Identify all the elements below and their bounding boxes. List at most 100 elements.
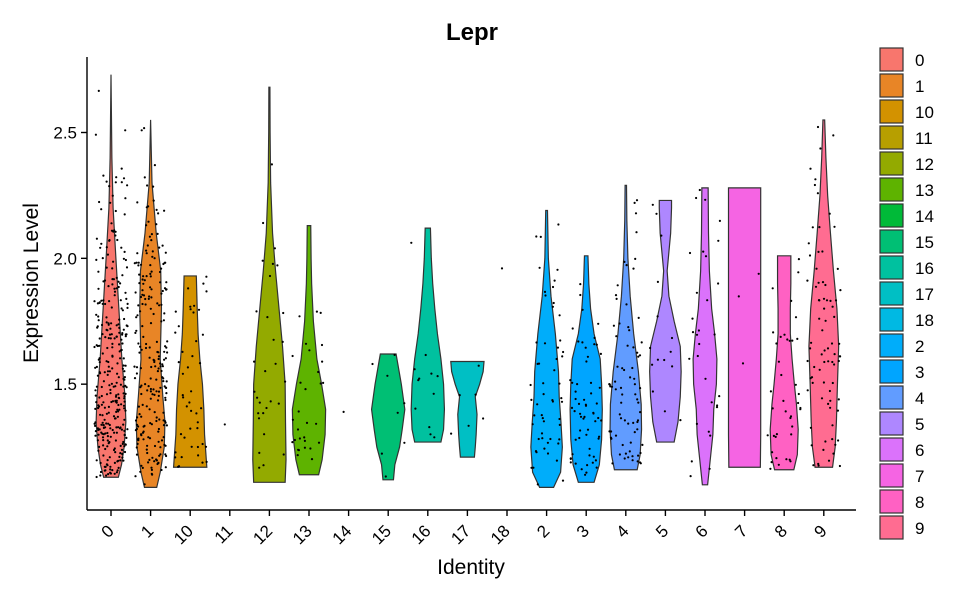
data-point [542, 382, 545, 385]
data-point [145, 249, 148, 252]
data-point [139, 345, 142, 348]
data-point [106, 459, 109, 462]
data-point [142, 335, 145, 338]
data-point [611, 462, 614, 465]
data-point [592, 412, 595, 415]
data-point [177, 325, 180, 328]
data-point [838, 342, 841, 345]
data-point [585, 433, 588, 436]
data-point [104, 469, 107, 472]
data-point [106, 346, 109, 350]
legend-label-1: 1 [915, 77, 924, 96]
data-point [148, 295, 151, 298]
data-point [124, 392, 127, 395]
data-point [126, 306, 129, 309]
data-point [100, 242, 103, 245]
data-point [100, 403, 103, 406]
data-point [152, 185, 155, 188]
data-point [540, 432, 544, 435]
data-point [636, 420, 639, 424]
data-point [103, 406, 106, 409]
data-point [107, 442, 110, 445]
data-point [95, 385, 98, 388]
data-point [631, 366, 634, 370]
data-point [161, 363, 164, 366]
data-point [818, 299, 821, 302]
data-point [138, 351, 141, 354]
data-point [797, 401, 800, 405]
data-point [109, 392, 112, 395]
data-point [276, 264, 279, 267]
data-point [152, 199, 155, 202]
data-point [615, 297, 618, 300]
data-point [633, 383, 637, 386]
data-point [594, 420, 597, 423]
data-point [574, 397, 577, 401]
data-point [94, 133, 97, 136]
data-point [140, 348, 143, 351]
data-point [101, 414, 104, 417]
data-point [637, 316, 640, 319]
data-point [121, 309, 124, 312]
data-point [583, 415, 586, 418]
data-point [140, 434, 143, 437]
data-point [107, 360, 110, 364]
legend-swatch-11 [879, 125, 904, 150]
data-point [780, 373, 783, 377]
data-point [589, 381, 593, 384]
data-point [115, 471, 118, 474]
violin-8 [769, 255, 799, 471]
data-point [116, 372, 119, 375]
data-point [96, 374, 99, 377]
data-point [403, 441, 406, 444]
data-point [164, 345, 167, 348]
data-point [95, 475, 98, 479]
data-point [137, 438, 140, 441]
data-point [799, 408, 802, 411]
data-point [97, 89, 100, 92]
data-point [119, 459, 122, 462]
data-point [155, 459, 158, 462]
data-point [308, 349, 311, 352]
data-point [124, 335, 127, 338]
data-point [821, 281, 825, 284]
data-point [146, 389, 149, 392]
violin-3 [569, 255, 603, 483]
data-point [117, 459, 120, 462]
data-point [261, 259, 264, 262]
data-point [253, 390, 256, 393]
data-point [436, 375, 439, 378]
data-point [298, 315, 301, 318]
data-point [704, 198, 707, 201]
data-point [152, 312, 155, 316]
data-point [809, 426, 813, 429]
violin-6 [692, 187, 718, 486]
data-point [619, 386, 623, 389]
data-point [579, 429, 582, 432]
data-point [794, 316, 798, 319]
data-point [111, 469, 114, 472]
data-point [618, 322, 621, 325]
data-point [160, 292, 163, 295]
data-point [823, 349, 826, 352]
data-point [775, 342, 778, 345]
data-point [574, 438, 577, 441]
data-point [579, 415, 583, 418]
data-point [151, 473, 154, 476]
data-point [100, 423, 103, 426]
data-point [112, 415, 116, 418]
data-point [120, 403, 123, 406]
legend-swatch-16 [879, 255, 904, 280]
data-point [155, 340, 158, 343]
data-point [824, 440, 827, 443]
data-point [818, 368, 821, 371]
data-point [115, 324, 118, 327]
data-point [500, 267, 504, 270]
data-point [833, 353, 836, 356]
data-point [628, 329, 631, 332]
data-point [542, 420, 546, 423]
data-point [621, 367, 624, 370]
x-tick-label: 17 [447, 521, 474, 548]
data-point [109, 465, 112, 468]
data-point [106, 445, 109, 448]
